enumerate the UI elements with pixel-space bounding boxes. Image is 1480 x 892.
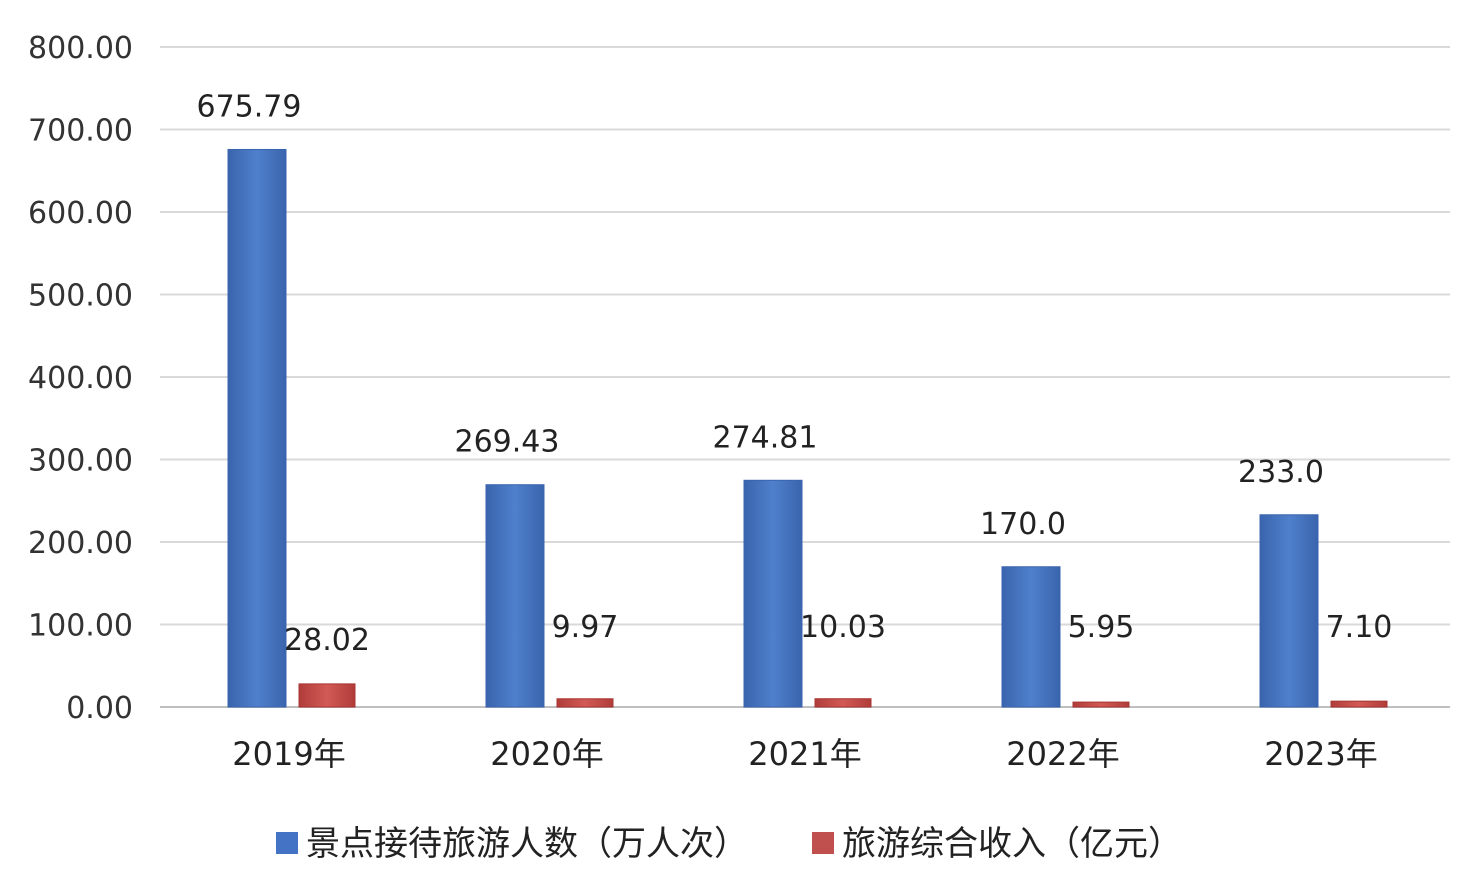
data-label-income: 9.97 bbox=[552, 610, 619, 645]
data-label-income: 10.03 bbox=[800, 610, 886, 645]
bar-visitors bbox=[743, 479, 803, 708]
y-tick-label: 300.00 bbox=[28, 444, 133, 479]
y-tick-label: 700.00 bbox=[28, 114, 133, 149]
bar-income bbox=[814, 698, 872, 708]
y-tick-label: 500.00 bbox=[28, 279, 133, 314]
legend: 景点接待旅游人数（万人次） 旅游综合收入（亿元） bbox=[276, 824, 1182, 864]
y-tick-label: 100.00 bbox=[28, 609, 133, 644]
bar-visitors bbox=[485, 484, 545, 708]
data-label-visitors: 269.43 bbox=[455, 425, 560, 460]
bar-income bbox=[1330, 700, 1388, 708]
x-axis-categories: 2019年 2020年 2021年 2022年 2023年 bbox=[232, 735, 1377, 773]
bar-income bbox=[1072, 701, 1130, 708]
x-category-label: 2021年 bbox=[748, 735, 861, 773]
y-tick-label: 200.00 bbox=[28, 526, 133, 561]
legend-swatch-visitors bbox=[276, 832, 298, 854]
bar-income bbox=[556, 698, 614, 708]
bar-visitors bbox=[1259, 514, 1319, 708]
x-category-label: 2023年 bbox=[1264, 735, 1377, 773]
data-label-visitors: 170.0 bbox=[980, 507, 1066, 542]
bar-visitors bbox=[1001, 566, 1061, 708]
data-labels: 675.79 28.02 269.43 9.97 274.81 10.03 170.0 5.9… bbox=[197, 89, 1393, 657]
bars bbox=[227, 148, 1388, 708]
y-tick-label: 600.00 bbox=[28, 196, 133, 231]
y-tick-label: 800.00 bbox=[28, 31, 133, 66]
x-category-label: 2022年 bbox=[1006, 735, 1119, 773]
data-label-visitors: 274.81 bbox=[713, 420, 818, 455]
legend-label-visitors: 景点接待旅游人数（万人次） bbox=[306, 824, 748, 864]
legend-swatch-income bbox=[812, 832, 834, 854]
y-tick-label: 0.00 bbox=[66, 691, 133, 726]
x-category-label: 2019年 bbox=[232, 735, 345, 773]
y-tick-label: 400.00 bbox=[28, 361, 133, 396]
bar-visitors bbox=[227, 148, 287, 708]
data-label-visitors: 675.79 bbox=[197, 89, 302, 124]
x-category-label: 2020年 bbox=[490, 735, 603, 773]
y-axis-ticks: 0.00 100.00 200.00 300.00 400.00 500.00 600.00… bbox=[28, 31, 133, 726]
data-label-income: 28.02 bbox=[284, 623, 370, 658]
bar-income bbox=[298, 683, 356, 708]
legend-label-income: 旅游综合收入（亿元） bbox=[842, 824, 1182, 864]
data-label-income: 5.95 bbox=[1068, 610, 1135, 645]
data-label-visitors: 233.0 bbox=[1238, 455, 1324, 490]
gridlines bbox=[160, 46, 1450, 708]
data-label-income: 7.10 bbox=[1326, 610, 1393, 645]
